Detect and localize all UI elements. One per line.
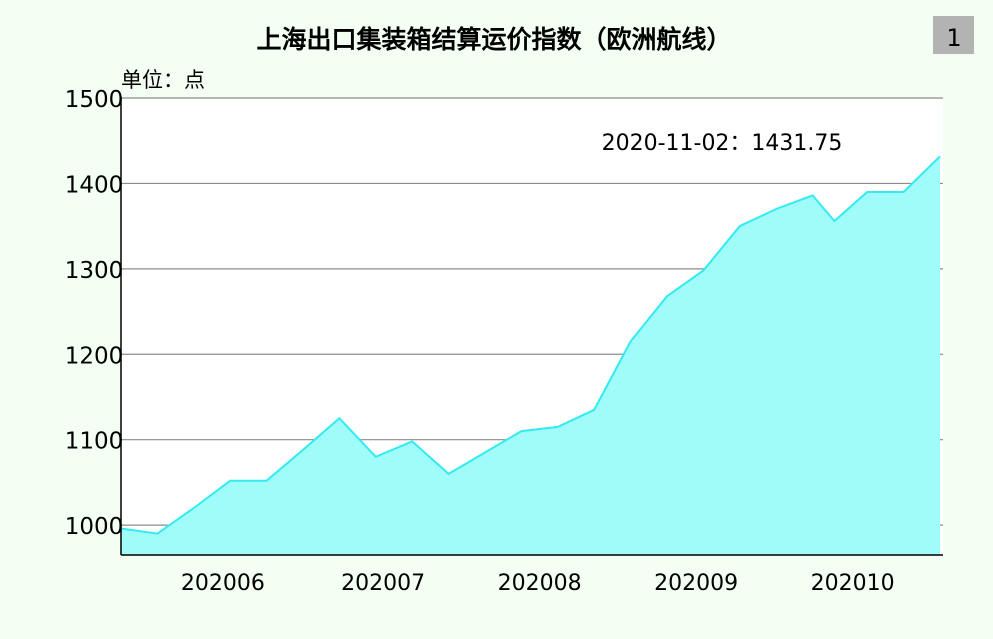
area-fill — [121, 156, 940, 556]
y-tick-label: 1100 — [65, 429, 124, 455]
y-tick-label: 1300 — [65, 258, 124, 284]
area-series — [120, 155, 941, 556]
latest-value-annotation: 2020-11-02：1431.75 — [602, 131, 843, 156]
x-tick-label: 202009 — [654, 571, 738, 596]
chart-title: 上海出口集装箱结算运价指数（欧洲航线） — [256, 25, 731, 54]
x-tick-label: 202007 — [341, 571, 425, 596]
y-axis-ticks: 1000 1100 1200 1300 1400 1500 — [65, 87, 124, 540]
y-tick-label: 1500 — [65, 87, 124, 113]
x-axis-ticks: 202006 202007 202008 202009 202010 — [181, 571, 895, 596]
x-tick-label: 202008 — [498, 571, 582, 596]
y-tick-label: 1200 — [65, 343, 124, 369]
page-badge — [933, 16, 974, 54]
series-line — [120, 155, 941, 535]
unit-label: 单位：点 — [121, 68, 205, 92]
page-badge-number: 1 — [946, 24, 961, 52]
x-tick-label: 202010 — [811, 571, 895, 596]
y-tick-label: 1400 — [65, 172, 124, 198]
y-tick-label: 1000 — [65, 514, 124, 540]
x-tick-label: 202006 — [181, 571, 265, 596]
